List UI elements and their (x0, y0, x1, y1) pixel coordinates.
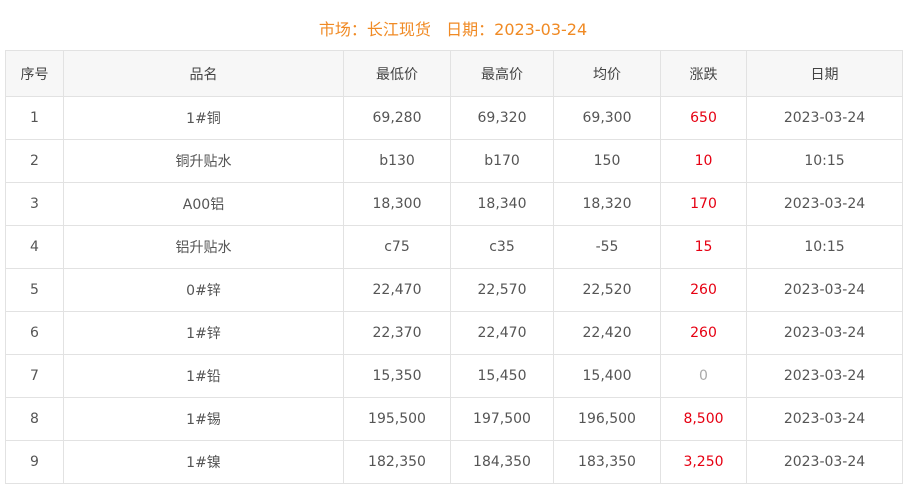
table-row: 6 1#锌 22,370 22,470 22,420 260 2023-03-24 (5, 311, 903, 355)
table-row: 1 1#铜 69,280 69,320 69,300 650 2023-03-24 (5, 96, 903, 140)
column-header: 涨跌 (660, 50, 747, 97)
table-cell: 10:15 (746, 139, 903, 183)
table-cell: 22,470 (450, 311, 554, 355)
table-cell: 3,250 (660, 440, 747, 484)
table-cell: 2023-03-24 (746, 440, 903, 484)
table-cell: A00铝 (63, 182, 344, 226)
column-header: 日期 (746, 50, 903, 97)
table-cell: 650 (660, 96, 747, 140)
table-cell: b170 (450, 139, 554, 183)
table-cell: 2 (5, 139, 64, 183)
table-cell: 2023-03-24 (746, 268, 903, 312)
date-label: 日期：2023-03-24 (446, 20, 588, 39)
table-cell: -55 (553, 225, 661, 269)
table-cell: 10:15 (746, 225, 903, 269)
price-table: 序号 品名 最低价 最高价 均价 涨跌 日期 1 1#铜 69,280 69,320 69,300 6… (5, 50, 903, 484)
table-cell: 6 (5, 311, 64, 355)
table-cell: 22,520 (553, 268, 661, 312)
table-cell: 195,500 (343, 397, 451, 441)
table-cell: 69,300 (553, 96, 661, 140)
table-cell: 7 (5, 354, 64, 398)
table-cell: c75 (343, 225, 451, 269)
table-cell: 18,300 (343, 182, 451, 226)
market-label: 市场：长江现货 (318, 20, 431, 39)
table-cell: 22,370 (343, 311, 451, 355)
table-cell: 8 (5, 397, 64, 441)
table-cell: b130 (343, 139, 451, 183)
table-row: 7 1#铅 15,350 15,450 15,400 0 2023-03-24 (5, 354, 903, 398)
table-cell: 183,350 (553, 440, 661, 484)
table-cell: 150 (553, 139, 661, 183)
column-header: 品名 (63, 50, 344, 97)
column-header: 最低价 (343, 50, 451, 97)
table-cell: 260 (660, 311, 747, 355)
table-cell: 10 (660, 139, 747, 183)
table-cell: 铜升贴水 (63, 139, 344, 183)
table-row: 9 1#镍 182,350 184,350 183,350 3,250 2023-03-24 (5, 440, 903, 484)
table-cell: 69,320 (450, 96, 554, 140)
table-cell: 9 (5, 440, 64, 484)
table-cell: 1#锡 (63, 397, 344, 441)
column-header: 均价 (553, 50, 661, 97)
table-cell: 3 (5, 182, 64, 226)
table-cell: 22,420 (553, 311, 661, 355)
table-cell: 5 (5, 268, 64, 312)
table-cell: 1#铜 (63, 96, 344, 140)
table-row: 4 铝升贴水 c75 c35 -55 15 10:15 (5, 225, 903, 269)
table-row: 8 1#锡 195,500 197,500 196,500 8,500 2023-03-24 (5, 397, 903, 441)
table-cell: 1 (5, 96, 64, 140)
table-cell: 0#锌 (63, 268, 344, 312)
table-cell: 2023-03-24 (746, 96, 903, 140)
table-cell: 1#镍 (63, 440, 344, 484)
table-cell: 1#铅 (63, 354, 344, 398)
table-cell: 18,340 (450, 182, 554, 226)
table-cell: 260 (660, 268, 747, 312)
market-title: 市场：长江现货 日期：2023-03-24 (0, 19, 906, 41)
table-cell: 2023-03-24 (746, 311, 903, 355)
table-cell: 2023-03-24 (746, 354, 903, 398)
table-cell: 182,350 (343, 440, 451, 484)
table-row: 5 0#锌 22,470 22,570 22,520 260 2023-03-24 (5, 268, 903, 312)
table-cell: 8,500 (660, 397, 747, 441)
table-cell: 15,350 (343, 354, 451, 398)
table-cell: 15 (660, 225, 747, 269)
table-cell: 15,400 (553, 354, 661, 398)
table-cell: 15,450 (450, 354, 554, 398)
table-cell: 196,500 (553, 397, 661, 441)
table-row: 2 铜升贴水 b130 b170 150 10 10:15 (5, 139, 903, 183)
table-cell: 22,470 (343, 268, 451, 312)
table-cell: 0 (660, 354, 747, 398)
table-row: 3 A00铝 18,300 18,340 18,320 170 2023-03-24 (5, 182, 903, 226)
table-cell: 2023-03-24 (746, 397, 903, 441)
table-cell: 170 (660, 182, 747, 226)
table-cell: 4 (5, 225, 64, 269)
table-cell: 184,350 (450, 440, 554, 484)
table-cell: 铝升贴水 (63, 225, 344, 269)
table-cell: 197,500 (450, 397, 554, 441)
column-header: 序号 (5, 50, 64, 97)
table-cell: 2023-03-24 (746, 182, 903, 226)
table-cell: 18,320 (553, 182, 661, 226)
table-cell: 22,570 (450, 268, 554, 312)
column-header: 最高价 (450, 50, 554, 97)
table-header: 序号 品名 最低价 最高价 均价 涨跌 日期 (5, 50, 903, 97)
table-cell: c35 (450, 225, 554, 269)
table-cell: 69,280 (343, 96, 451, 140)
table-cell: 1#锌 (63, 311, 344, 355)
